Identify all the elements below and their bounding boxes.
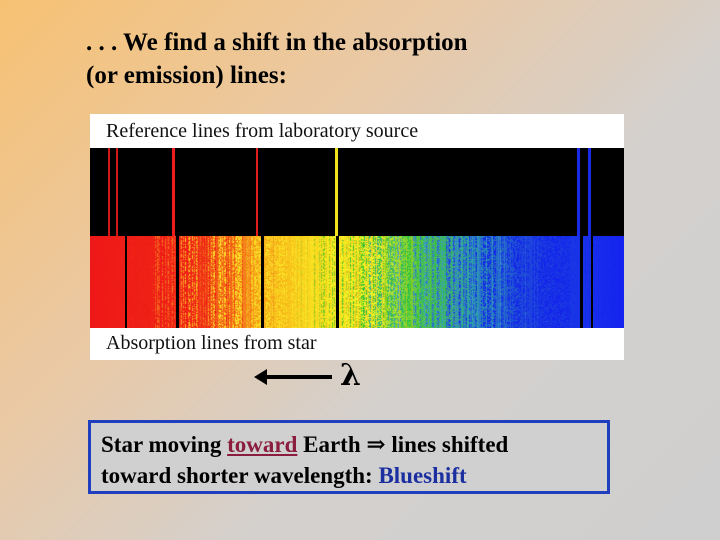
abs-line-4: [336, 236, 339, 328]
wavelength-symbol: λ: [340, 358, 362, 393]
caption-text-2: Earth: [297, 432, 367, 457]
absorption-spectrum: [90, 236, 624, 328]
title-line-1: . . . We find a shift in the absorption: [86, 29, 468, 56]
conclusion-box: Star moving toward Earth ⇒ lines shifted…: [88, 420, 610, 494]
spectrum-gradient: [90, 236, 624, 328]
spectrum-figure: Reference lines from laboratory source A…: [90, 114, 624, 360]
abs-line-2: [176, 236, 179, 328]
abs-line-5: [580, 236, 583, 328]
slide-title: . . . We find a shift in the absorption …: [86, 26, 686, 92]
ref-line-blue-1: [577, 148, 580, 236]
caption-text-4: toward shorter wavelength:: [101, 463, 379, 488]
ref-line-yellow: [335, 148, 338, 236]
ref-line-blue-2: [588, 148, 591, 236]
absorption-lines-label: Absorption lines from star: [106, 332, 317, 354]
wavelength-indicator: λ: [254, 358, 374, 393]
abs-line-6: [591, 236, 593, 328]
ref-line-red-4: [256, 148, 258, 236]
caption-toward: toward: [227, 432, 298, 457]
caption-blueshift: Blueshift: [378, 463, 467, 488]
caption-text-1: Star moving: [101, 432, 228, 457]
reference-lines-label: Reference lines from laboratory source: [106, 120, 419, 142]
abs-line-3: [261, 236, 264, 328]
reference-spectrum: [90, 148, 624, 236]
title-line-2: (or emission) lines:: [86, 62, 287, 89]
implies-symbol: ⇒: [366, 432, 386, 457]
abs-line-1: [125, 236, 127, 328]
ref-line-red-2: [116, 148, 118, 236]
caption-text-3: lines shifted: [385, 432, 509, 457]
ref-line-red-3: [172, 148, 175, 236]
left-arrow-icon: [254, 369, 332, 385]
ref-line-red-1: [108, 148, 110, 236]
